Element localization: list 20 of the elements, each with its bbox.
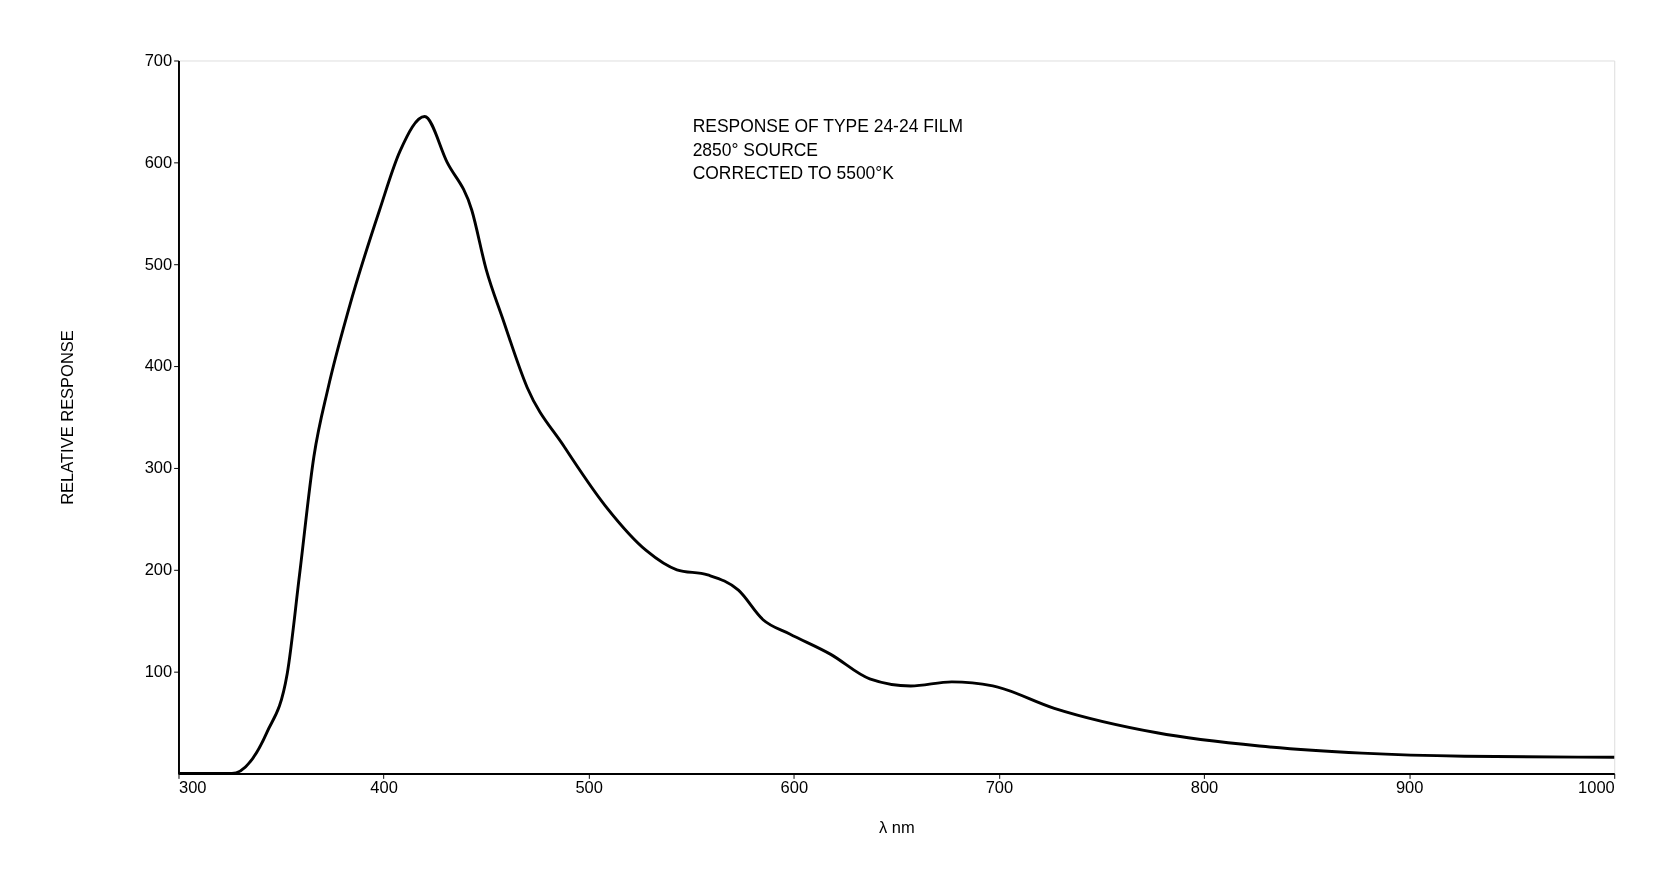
y-tick-label: 400 <box>144 356 173 375</box>
x-axis-title: λ nm <box>879 818 915 837</box>
x-tick-label: 700 <box>985 778 1014 797</box>
annotation: RESPONSE OF TYPE 24-24 FILM <box>692 116 963 137</box>
y-axis-title: RELATIVE RESPONSE <box>57 330 76 505</box>
y-tick-label: 600 <box>144 152 173 171</box>
x-tick-label: 600 <box>780 778 809 797</box>
y-tick-label: 200 <box>144 560 173 579</box>
y-tick-label: 700 <box>144 50 173 69</box>
y-tick-label: 300 <box>144 458 173 477</box>
y-tick-label: 500 <box>144 254 173 273</box>
x-tick-label: 800 <box>1190 778 1219 797</box>
annotation: CORRECTED TO 5500°K <box>692 162 895 183</box>
x-tick-label: 300 <box>178 778 207 797</box>
x-tick-label: 1000 <box>1578 778 1615 797</box>
x-tick-label: 900 <box>1395 778 1424 797</box>
annotation: 2850° SOURCE <box>692 139 818 160</box>
x-tick-label: 500 <box>575 778 603 797</box>
x-tick-label: 400 <box>370 778 398 797</box>
y-tick-label: 100 <box>144 662 173 681</box>
